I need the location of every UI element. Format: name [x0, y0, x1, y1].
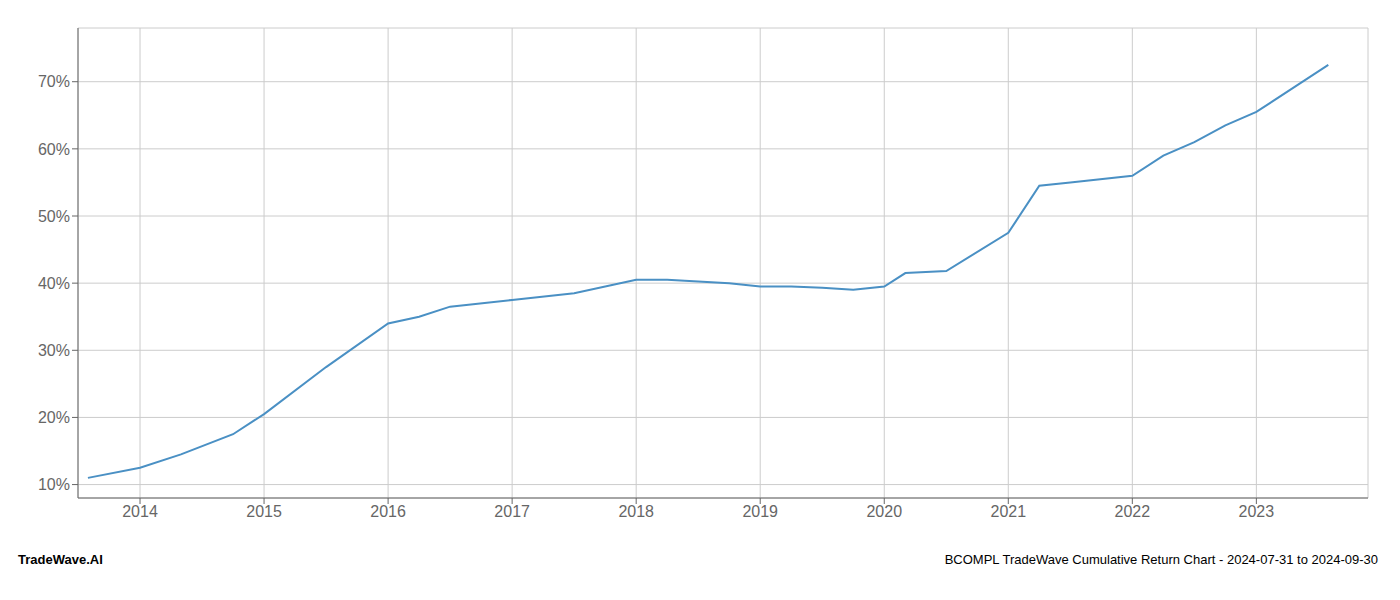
- svg-text:2017: 2017: [494, 503, 530, 520]
- svg-text:2021: 2021: [990, 503, 1026, 520]
- svg-text:10%: 10%: [38, 476, 70, 493]
- html-text:TradeWave.AI: TradeWave.AI: [18, 552, 103, 567]
- svg-text:70%: 70%: [38, 73, 70, 90]
- svg-text:2018: 2018: [618, 503, 654, 520]
- svg-text:2023: 2023: [1239, 503, 1275, 520]
- svg-text:60%: 60%: [38, 141, 70, 158]
- svg-text:20%: 20%: [38, 409, 70, 426]
- svg-text:2020: 2020: [866, 503, 902, 520]
- svg-text:30%: 30%: [38, 342, 70, 359]
- svg-text:2019: 2019: [742, 503, 778, 520]
- svg-text:2022: 2022: [1115, 503, 1151, 520]
- svg-text:2014: 2014: [122, 503, 158, 520]
- svg-text:2015: 2015: [246, 503, 282, 520]
- svg-text:2016: 2016: [370, 503, 406, 520]
- html-text:BCOMPL TradeWave Cumulative Re: BCOMPL TradeWave Cumulative Return Chart…: [944, 552, 1378, 567]
- svg-text:50%: 50%: [38, 208, 70, 225]
- svg-text:40%: 40%: [38, 275, 70, 292]
